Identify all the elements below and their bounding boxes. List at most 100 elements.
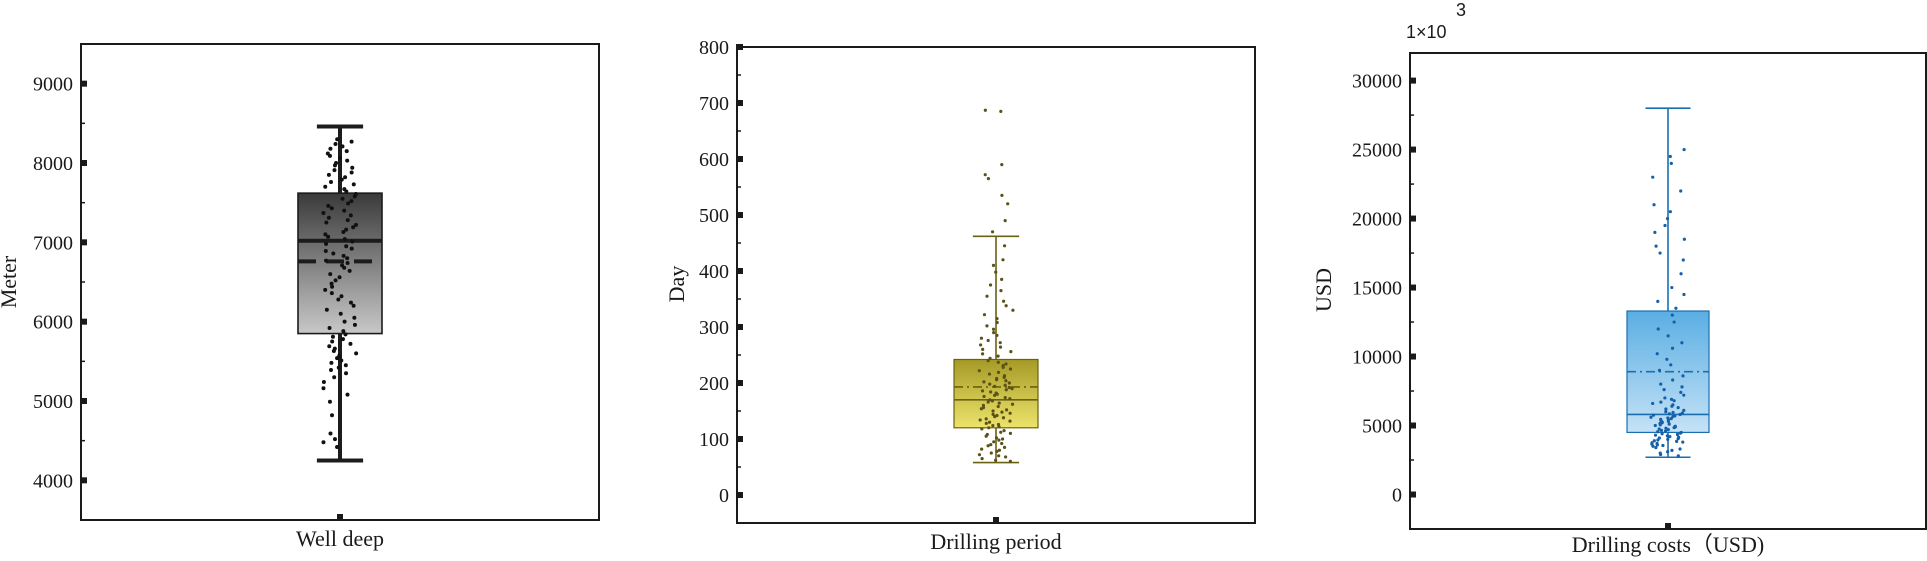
data-point xyxy=(981,403,985,407)
data-point xyxy=(329,368,334,373)
data-point xyxy=(333,141,338,146)
data-point xyxy=(1008,411,1012,415)
data-point xyxy=(998,345,1003,349)
data-point xyxy=(1004,408,1009,412)
y-tick-label: 4000 xyxy=(33,470,73,492)
y-tick-label: 9000 xyxy=(33,74,73,96)
data-point xyxy=(340,263,345,268)
data-point xyxy=(321,210,326,215)
data-point xyxy=(1678,447,1682,451)
data-point xyxy=(1004,388,1008,392)
data-point xyxy=(1671,403,1675,407)
data-point xyxy=(1672,399,1676,403)
data-point xyxy=(1675,432,1680,437)
data-point xyxy=(1653,230,1657,234)
y-axis-label-drilling-period: Day xyxy=(664,266,689,303)
data-point xyxy=(343,175,348,180)
data-point xyxy=(348,213,353,218)
data-point xyxy=(345,158,350,163)
y-tick-label: 800 xyxy=(699,37,729,59)
data-point xyxy=(985,432,989,437)
data-point xyxy=(1673,424,1677,428)
boxplot-drilling-period xyxy=(953,108,1039,464)
data-point xyxy=(1659,400,1663,404)
data-point xyxy=(329,206,334,211)
data-point xyxy=(344,149,349,154)
y-tick-label: 25000 xyxy=(1352,140,1402,162)
y-tick-mark xyxy=(1409,353,1416,360)
y-tick-label: 6000 xyxy=(33,312,73,334)
data-point xyxy=(1680,341,1684,345)
data-point xyxy=(352,315,357,320)
data-point xyxy=(330,413,335,418)
y-tick-mark xyxy=(1409,146,1416,153)
data-point xyxy=(1650,441,1654,445)
data-point xyxy=(340,144,345,149)
data-point xyxy=(997,401,1001,405)
y-tick-label: 700 xyxy=(699,93,729,115)
data-point xyxy=(1675,439,1679,443)
data-point xyxy=(1666,334,1670,338)
data-point xyxy=(341,329,346,334)
data-point xyxy=(1663,396,1667,400)
data-point xyxy=(350,165,355,170)
data-point xyxy=(1003,395,1007,400)
data-point xyxy=(326,215,331,220)
data-point xyxy=(990,399,994,403)
x-tick-mark xyxy=(993,517,999,523)
y-tick-label: 400 xyxy=(699,261,729,283)
y-tick-label: 200 xyxy=(699,373,729,395)
data-point xyxy=(1679,189,1683,193)
data-point xyxy=(1654,445,1658,450)
y-tick-mark xyxy=(736,324,743,330)
data-point xyxy=(1000,193,1004,197)
data-point xyxy=(335,137,340,142)
data-point xyxy=(329,291,334,296)
data-point xyxy=(345,218,350,223)
y-axis-label-well-deep: Meter xyxy=(0,255,21,308)
data-point xyxy=(351,182,356,187)
data-point xyxy=(349,139,354,144)
data-point xyxy=(1008,419,1012,423)
data-point xyxy=(994,391,998,395)
data-point xyxy=(982,380,986,384)
data-point xyxy=(327,326,332,331)
data-point xyxy=(345,256,350,261)
y-axis-ticks-well-deep: 4000 5000 6000 7000 8000 9000 xyxy=(33,43,343,520)
data-point xyxy=(982,394,986,399)
data-point xyxy=(345,392,350,397)
data-point xyxy=(341,230,346,235)
data-point xyxy=(986,444,990,448)
data-point xyxy=(327,399,332,404)
y-tick-label: 0 xyxy=(1392,485,1402,507)
data-point xyxy=(1661,443,1665,448)
data-point xyxy=(992,440,996,444)
y-tick-label: 15000 xyxy=(1352,278,1402,300)
panel-well-deep: 4000 5000 6000 7000 8000 9000 Meter Well deep xyxy=(0,43,600,551)
data-point xyxy=(993,384,997,388)
data-point xyxy=(986,177,990,181)
data-point xyxy=(997,454,1001,458)
data-point xyxy=(984,421,988,425)
axis-multiplier-exponent: 3 xyxy=(1456,0,1466,20)
data-point xyxy=(1651,401,1655,406)
y-tick-mark xyxy=(80,160,87,166)
data-point xyxy=(1678,412,1682,417)
data-point xyxy=(326,234,331,239)
data-point xyxy=(344,244,349,249)
data-point xyxy=(1681,374,1685,378)
data-point xyxy=(996,404,1000,409)
data-point xyxy=(1665,216,1670,221)
data-point xyxy=(1667,422,1671,426)
data-point xyxy=(1659,417,1663,421)
data-point xyxy=(339,358,344,363)
data-point xyxy=(343,363,348,368)
data-point xyxy=(999,289,1003,293)
data-point xyxy=(338,311,343,316)
data-point xyxy=(979,336,984,340)
y-tick-mark xyxy=(736,380,743,386)
data-point xyxy=(1656,299,1660,303)
panel-drilling-period: 0 100 200 300 400 500 600 700 800 Day Drilling p… xyxy=(664,37,1256,554)
data-point xyxy=(1680,411,1684,415)
